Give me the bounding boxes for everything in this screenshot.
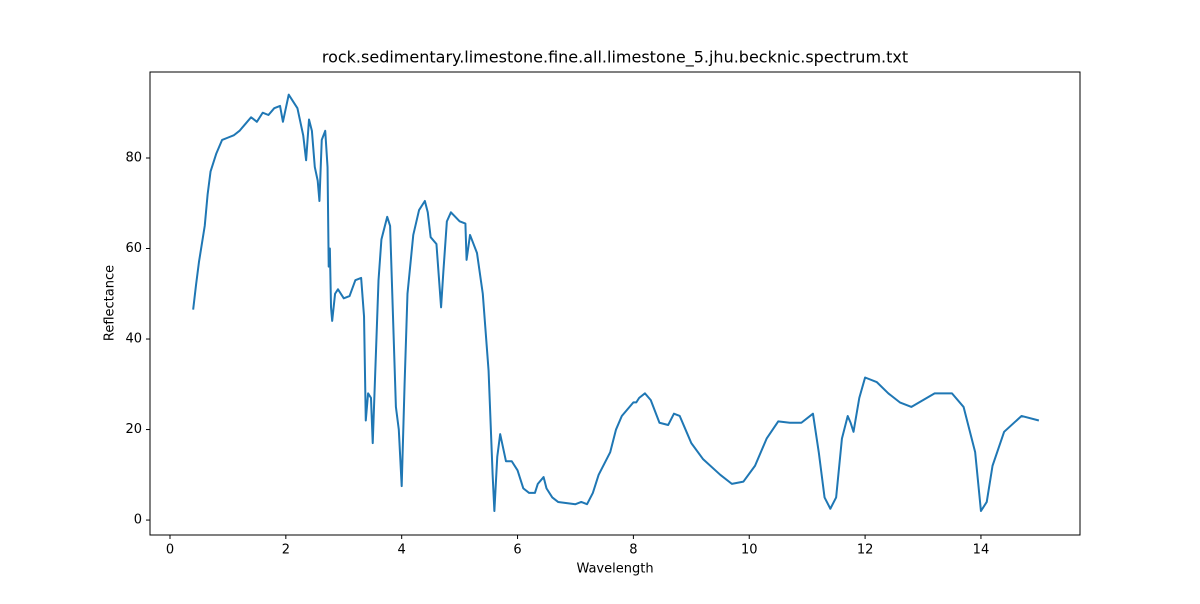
x-axis-label: Wavelength: [576, 562, 653, 577]
y-tick-label: 80: [125, 150, 142, 165]
x-tick-label: 6: [513, 543, 521, 558]
plot-frame: [149, 71, 1081, 536]
x-tick-label: 10: [741, 543, 758, 558]
chart-title: rock.sedimentary.limestone.fine.all.lime…: [322, 48, 908, 68]
y-axis-label: Reflectance: [103, 265, 118, 341]
x-tick-label: 0: [166, 543, 174, 558]
x-tick-label: 14: [973, 543, 990, 558]
x-tick-label: 8: [629, 543, 637, 558]
y-tick-label: 40: [125, 332, 142, 347]
y-tick-label: 20: [125, 422, 142, 437]
x-tick-label: 12: [857, 543, 874, 558]
x-tick-label: 4: [398, 543, 406, 558]
y-tick-label: 0: [134, 513, 142, 528]
x-tick-label: 2: [282, 543, 290, 558]
y-tick-label: 60: [125, 241, 142, 256]
data-line: [192, 93, 1040, 513]
